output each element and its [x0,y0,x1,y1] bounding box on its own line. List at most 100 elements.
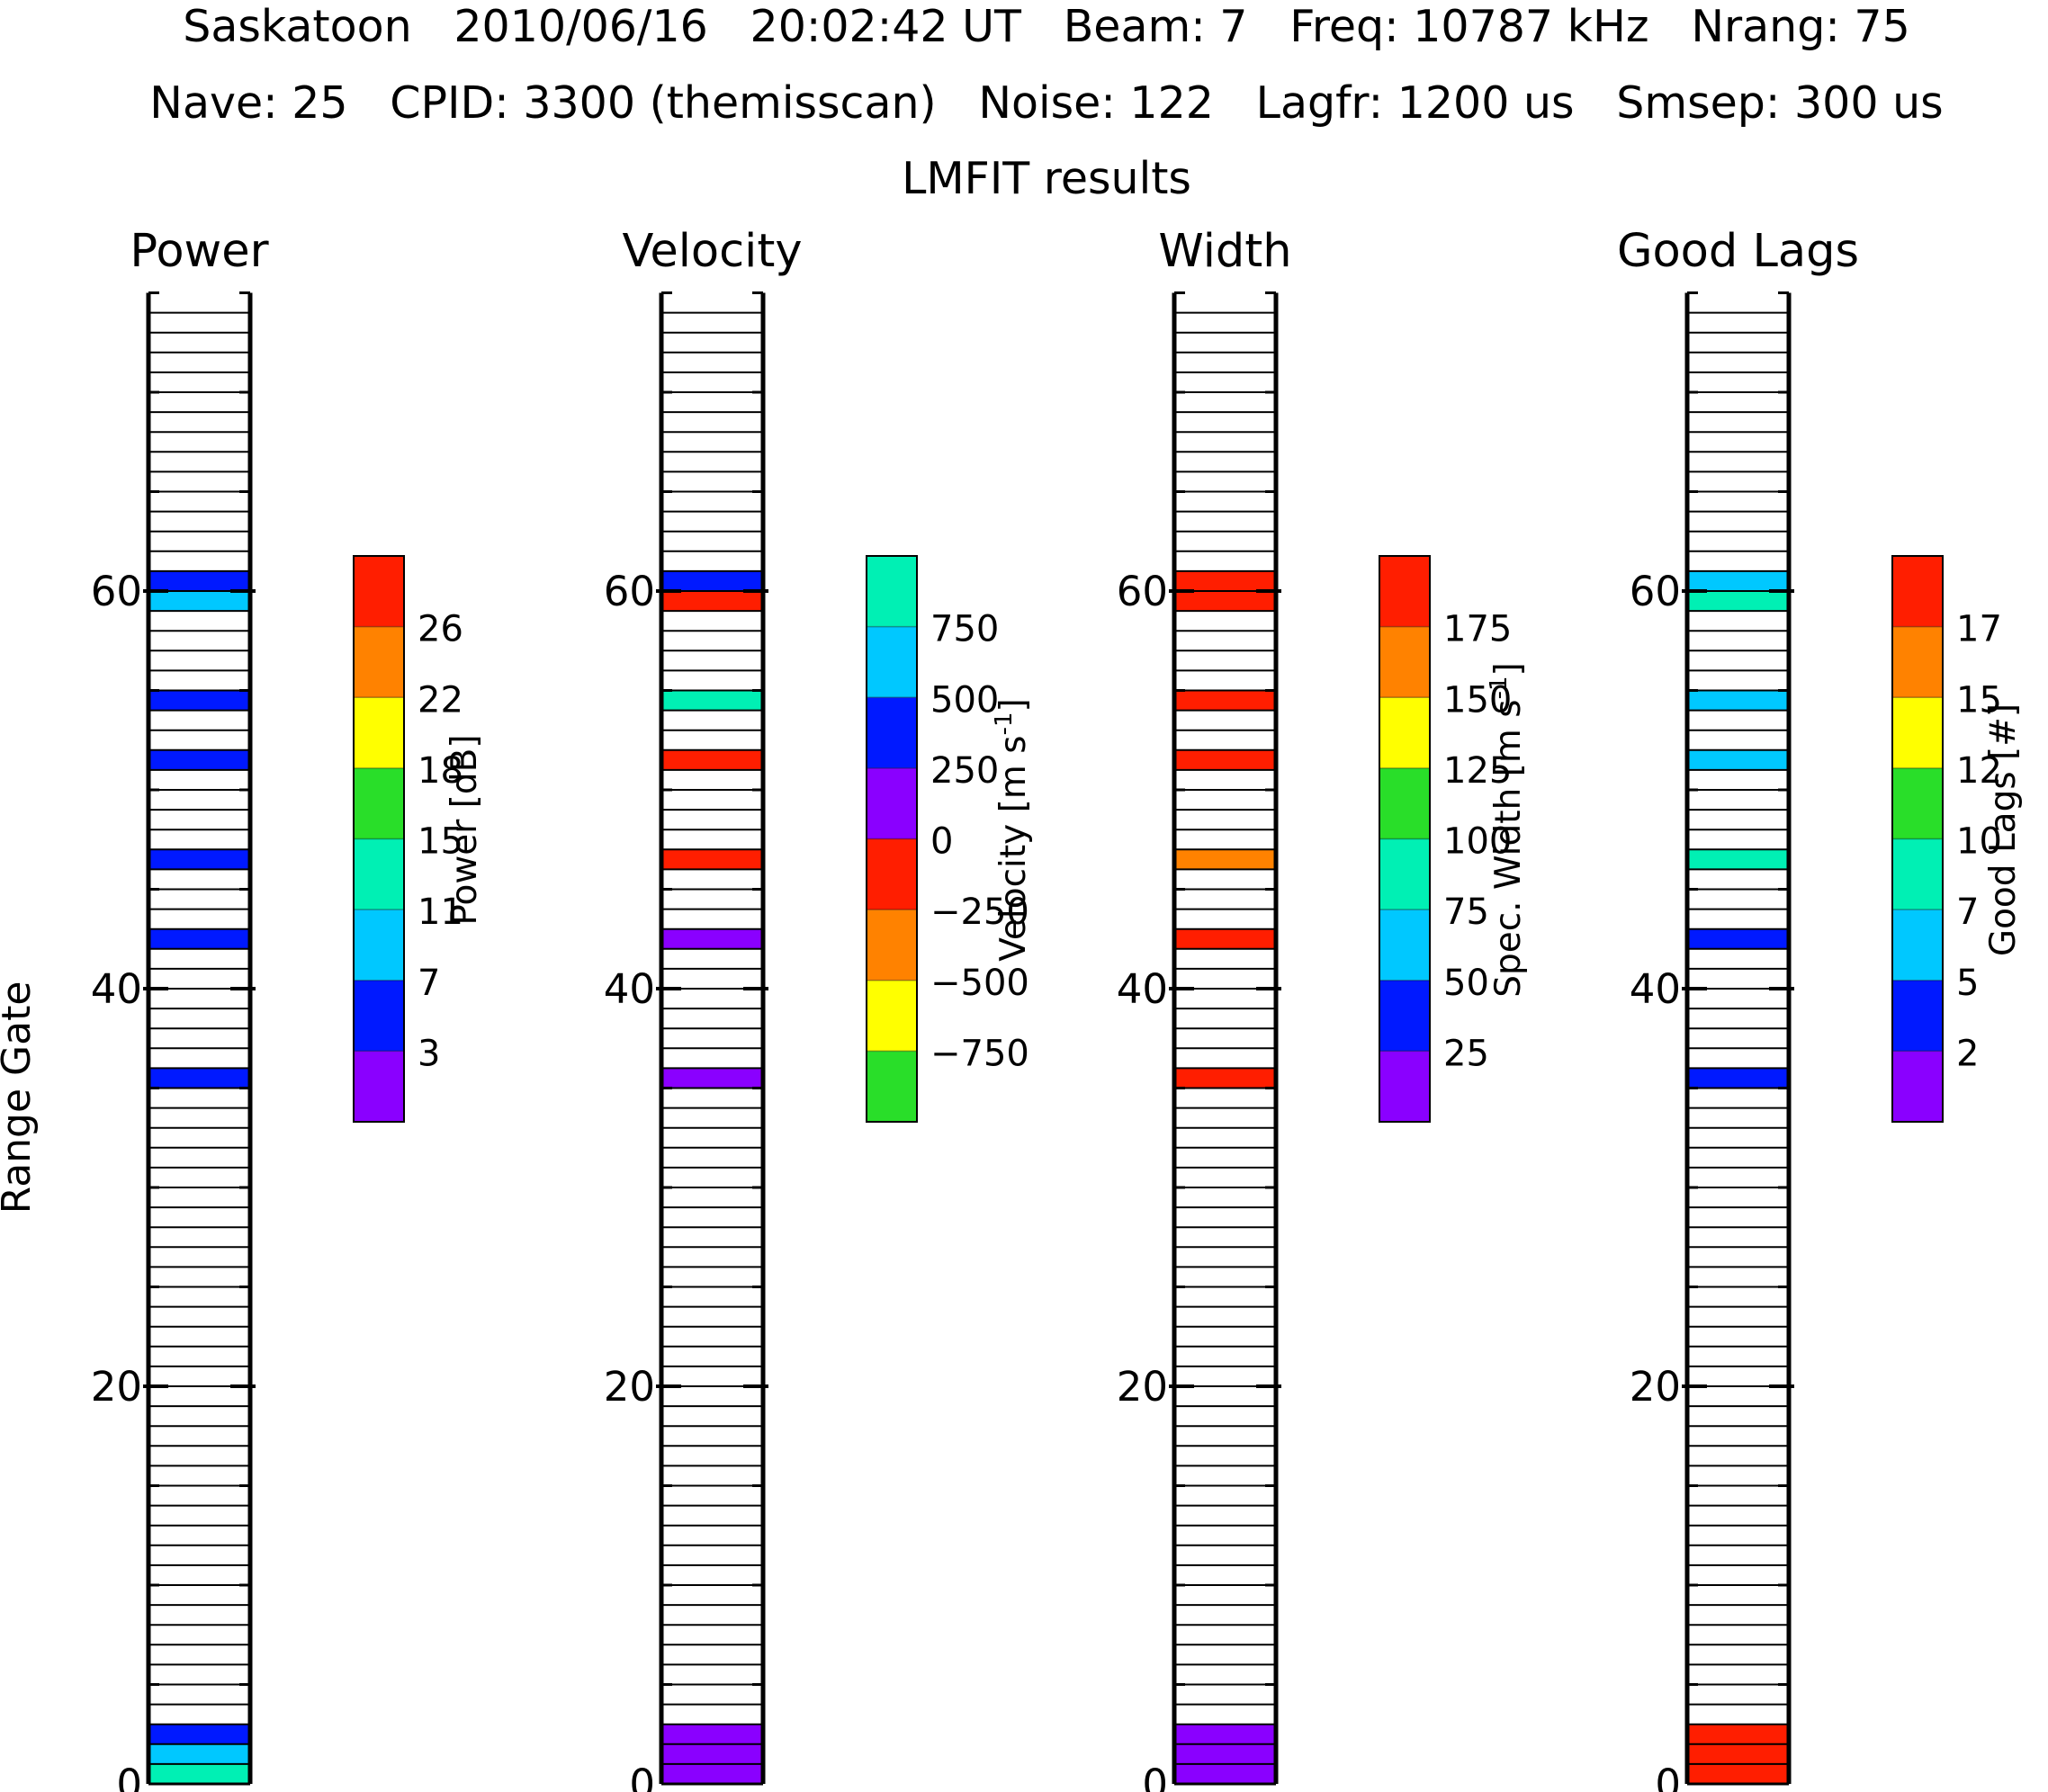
y-tick-label: 40 [1630,965,1681,1013]
y-tick-label: 20 [1630,1363,1681,1411]
colorbar-tick-label: 3 [418,1033,440,1074]
colorbar-segment [354,980,404,1052]
y-tick-label: 20 [604,1363,655,1411]
colorbar-segment [867,556,917,627]
range-gate-cell [148,928,250,949]
range-gate-cell [1174,928,1276,949]
y-tick-label: 0 [1142,1761,1168,1792]
range-gate-cell [661,1763,763,1784]
colorbar-segment [1379,980,1430,1052]
range-gate-cell [148,849,250,870]
colorbar-good-lags: 2 5 7 10 12 15 17 Good Lags [#] [1891,555,2024,1123]
header-line-1: Saskatoon 2010/06/16 20:02:42 UT Beam: 7… [183,1,1910,52]
colorbar-tick-label: 25 [1443,1033,1489,1074]
panel-velocity: Velocity 0 20 40 60 −750 −500 −250 0 250 500 750 Vel… [604,225,1034,1792]
colorbar-tick-label: 11 [418,892,463,933]
colorbar-label: Spec. Width [m s-1] [1486,662,1529,998]
range-gate-cell [1687,1724,1789,1744]
colorbar-tick-label: 10 [1956,821,2002,863]
colorbar-tick-label: 7 [1956,892,1979,933]
range-gate-cell [1687,1743,1789,1764]
colorbar-tick-label: 750 [930,609,999,650]
colorbar-velocity: −750 −500 −250 0 250 500 750 Velocity [m s-1] [866,555,1034,1123]
colorbar-segment [867,909,917,981]
colorbar-tick-label: 18 [418,750,463,792]
header-line-2: Nave: 25 CPID: 3300 (themisscan) Noise: … [149,77,1943,129]
colorbar-segment [1379,909,1430,981]
panel-power: Power 0 20 40 60 3 7 11 15 18 22 26 Power [dB] [91,225,485,1792]
range-gate-cell [1687,690,1789,711]
colorbar-segment [867,626,917,698]
colorbar-segment [1892,626,1943,698]
range-gate-cell [1687,1068,1789,1089]
colorbar-tick-label: 12 [1956,750,2002,792]
colorbar-tick-label: 26 [418,609,463,650]
colorbar-tick-label: −750 [930,1033,1029,1074]
colorbar-tick-label: 150 [1443,679,1512,721]
range-gate-cell [1687,928,1789,949]
range-gate-cell [661,570,763,591]
range-gate-cell [661,749,763,770]
panel-width: Width 0 20 40 60 25 50 75 100 125 150 175 Spec. Widt… [1117,225,1529,1792]
colorbar-tick-label: 50 [1443,963,1489,1004]
colorbar-segment [1892,556,1943,627]
colorbar-tick-label: 500 [930,679,999,721]
colorbar-frame [353,555,405,1123]
colorbar-segment [354,767,404,839]
range-gate-cell [1687,591,1789,612]
range-gate-cell [661,690,763,711]
colorbar-segment [354,697,404,768]
range-gate-cell [148,1724,250,1744]
range-gate-cell [1174,1763,1276,1784]
panel-title-width: Width [1158,225,1291,278]
range-gate-cell [661,1068,763,1089]
colorbar-segment [1379,767,1430,839]
colorbar-frame [866,555,918,1123]
colorbar-tick-label: 0 [930,821,953,863]
colorbar-segment [1892,838,1943,910]
range-gate-cell [1174,1743,1276,1764]
colorbar-tick-label: 250 [930,750,999,792]
range-gate-cell [1174,749,1276,770]
y-axis-label: Range Gate [0,981,40,1214]
range-gate-cell [661,928,763,949]
colorbar-segment [867,767,917,839]
colorbar-segment [1379,1051,1430,1122]
range-gate-cell [1687,570,1789,591]
colorbar-segment [1379,697,1430,768]
y-tick-label: 20 [91,1363,142,1411]
range-gate-cell [1174,849,1276,870]
y-tick-label: 40 [1117,965,1168,1013]
panel-good-lags: Good Lags 0 20 40 60 2 5 7 10 12 15 17 Good Lags [#] [1617,225,2024,1792]
y-tick-label: 0 [629,1761,655,1792]
y-tick-label: 60 [1117,568,1168,615]
range-gate-cell [148,570,250,591]
y-tick-label: 0 [1655,1761,1681,1792]
colorbar-tick-label: 5 [1956,963,1979,1004]
colorbar-segment [1892,767,1943,839]
colorbar-segment [1892,980,1943,1052]
range-gate-cell [148,591,250,612]
colorbar-segment [867,980,917,1052]
y-tick-label: 0 [116,1761,142,1792]
colorbar-width: 25 50 75 100 125 150 175 Spec. Width [m s-1] [1379,555,1529,1123]
range-gate-cell [148,1763,250,1784]
range-gate-cell [148,749,250,770]
range-gate-cell [1687,1763,1789,1784]
range-gate-cell [661,1724,763,1744]
panel-title-power: Power [130,225,268,278]
colorbar-segment [354,556,404,627]
range-gate-cell [1174,570,1276,591]
colorbar-segment [867,1051,917,1122]
colorbar-tick-label: 100 [1443,821,1512,863]
colorbar-tick-label: 125 [1443,750,1512,792]
colorbar-frame [1379,555,1431,1123]
range-gate-cell [1174,1068,1276,1089]
range-gate-cell [148,1743,250,1764]
colorbar-segment [867,697,917,768]
colorbar-tick-label: 75 [1443,892,1489,933]
colorbar-segment [354,626,404,698]
colorbar-tick-label: 15 [418,821,463,863]
